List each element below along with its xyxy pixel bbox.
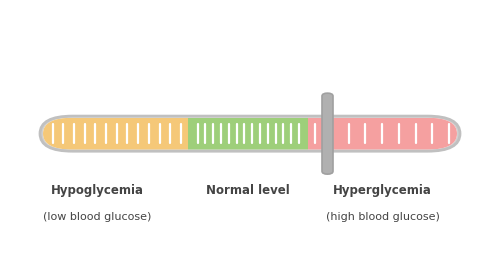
- Text: Hyperglycemia: Hyperglycemia: [333, 184, 432, 197]
- Text: (high blood glucose): (high blood glucose): [326, 212, 440, 222]
- Bar: [188, 118, 308, 150]
- FancyBboxPatch shape: [322, 93, 333, 174]
- FancyBboxPatch shape: [43, 118, 457, 150]
- Bar: [40, 118, 188, 150]
- Text: Hypoglycemia: Hypoglycemia: [51, 184, 144, 197]
- Text: Normal level: Normal level: [206, 184, 290, 197]
- FancyBboxPatch shape: [40, 116, 460, 151]
- Bar: [308, 118, 460, 150]
- Text: (low blood glucose): (low blood glucose): [44, 212, 152, 222]
